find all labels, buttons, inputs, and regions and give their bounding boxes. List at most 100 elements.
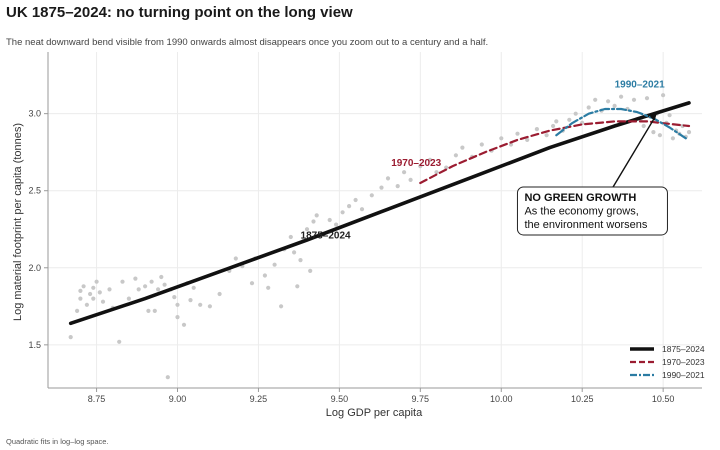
series-labels: 1875–2024 1970–2023 1990–2021 [301,79,666,241]
chart-caption: Quadratic fits in log–log space. [6,437,109,446]
annotation-arrowhead [649,113,657,121]
data-point [314,213,319,218]
data-point [631,97,637,102]
data-point [217,291,222,297]
series-label: 1970–2023 [391,158,441,169]
data-point [94,279,99,284]
data-point [136,287,141,292]
data-point [249,281,255,286]
data-point [612,103,617,108]
data-point [460,145,465,150]
data-point [75,308,80,313]
series-label: 1990–2021 [615,79,665,90]
data-point [152,308,157,313]
data-point [534,127,540,132]
data-point [379,185,384,190]
data-point [444,165,449,170]
data-point [644,96,650,101]
data-point [408,177,413,182]
data-point [651,130,656,135]
data-point [146,308,151,313]
data-point [175,302,180,307]
data-point [369,193,374,198]
data-point [78,296,83,301]
x-tick-label: 8.75 [88,394,106,404]
x-axis-label: Log GDP per capita [326,407,423,419]
y-tick-label: 1.5 [28,340,41,350]
x-tick-label: 9.50 [331,394,349,404]
data-point [107,287,112,292]
data-point [84,302,89,307]
data-point [686,130,692,135]
data-point [292,250,297,255]
data-point [120,279,125,284]
legend: 1875–2024 1970–2023 1990–2021 [630,344,705,380]
data-point [544,133,549,138]
legend-label: 1875–2024 [662,344,705,354]
data-point [181,322,187,327]
chart-title: UK 1875–2024: no turning point on the lo… [6,4,353,21]
data-point [279,304,284,309]
axes: 8.75 9.00 9.25 9.50 9.75 10.00 10.25 10.50 1.5 2.… [28,52,702,404]
data-point [91,296,96,301]
x-tick-label: 10.00 [490,394,513,404]
data-point [395,184,400,189]
data-point [159,274,164,280]
data-point [402,170,407,175]
data-point [298,258,303,263]
series-line-1 [419,120,691,185]
data-point [667,113,672,118]
data-point [661,93,666,98]
y-tick-label: 2.5 [28,186,41,196]
data-point [156,287,161,292]
data-point [262,273,267,278]
data-point [573,111,578,116]
data-point [347,204,352,209]
annotation-box [516,186,668,236]
data-point [175,315,180,320]
data-point [97,290,102,295]
y-tick-label: 2.0 [28,263,41,273]
data-point [551,123,556,129]
data-point [133,276,138,281]
data-point [359,207,365,212]
fit-lines [68,101,691,326]
y-tick-label: 3.0 [28,109,41,119]
series-label: 1875–2024 [301,230,351,241]
series-line-2 [555,107,687,140]
data-point [81,284,86,289]
data-point [499,136,504,141]
legend-label: 1990–2021 [662,370,705,380]
data-point [586,105,591,110]
data-point [143,284,148,289]
data-point [266,285,271,290]
data-point [149,279,154,284]
x-tick-label: 9.75 [412,394,430,404]
data-point [453,153,458,158]
data-point [188,298,193,303]
chart-subtitle: The neat downward bend visible from 1990… [6,37,489,48]
data-point [117,339,122,344]
data-point [91,285,96,290]
data-point [198,302,203,307]
data-point [126,296,131,301]
data-point [162,282,167,287]
data-point [172,295,177,300]
data-point [78,288,83,293]
data-point [334,222,339,227]
data-point [567,117,572,122]
legend-label: 1970–2023 [662,357,705,367]
data-point [657,133,663,138]
data-point [100,299,106,304]
data-point [385,176,391,181]
scatter-points [68,93,692,380]
data-point [311,219,316,224]
data-point [327,217,332,223]
annotation-line: the environment worsens [524,219,647,231]
x-tick-label: 9.00 [169,394,187,404]
data-point [308,268,313,273]
data-point [606,99,611,104]
annotation-arrow [611,117,656,189]
